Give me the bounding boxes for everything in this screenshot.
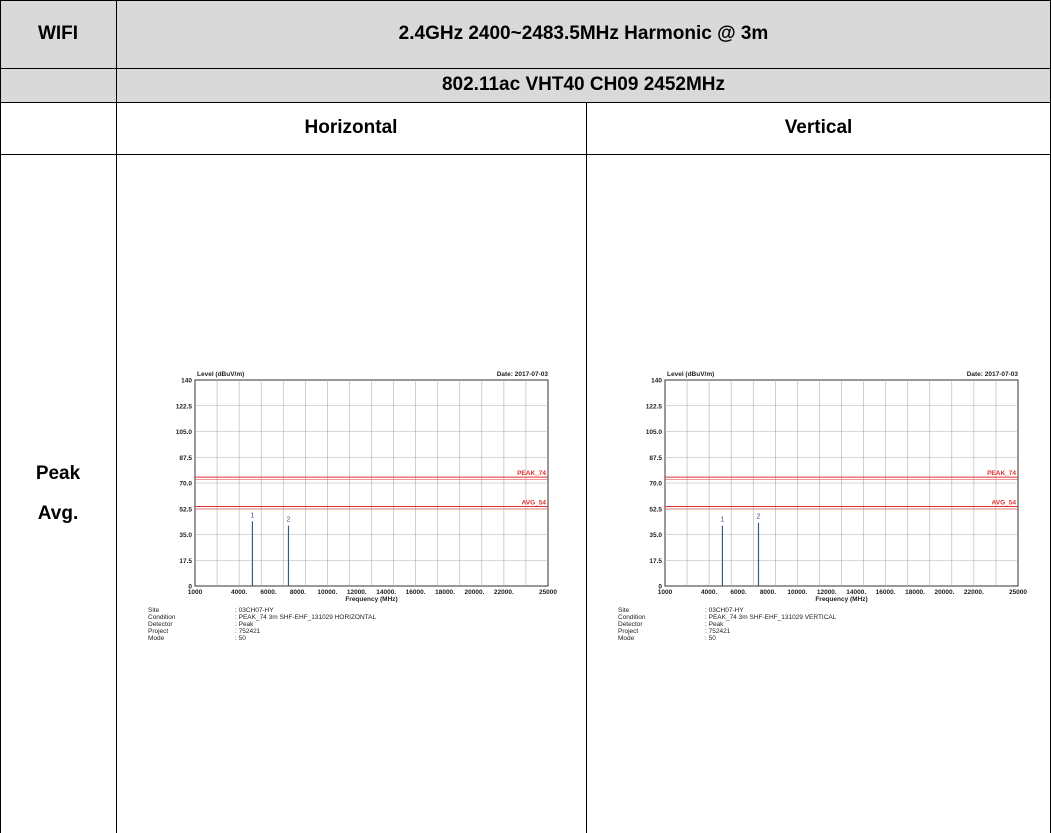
peak-label: Peak [35, 462, 81, 484]
date-label: Date: 2017-07-03 [967, 371, 1019, 378]
x-tick-label: 10000. [317, 589, 337, 596]
info-value: : Peak [235, 621, 254, 628]
x-tick-label: 14000. [376, 589, 396, 596]
info-value: : PEAK_74 3m SHF-EHF_131029 HORIZONTAL [235, 614, 377, 621]
y-tick-label: 0 [188, 584, 192, 591]
info-key: Mode [148, 635, 165, 642]
table-border [0, 102, 1051, 103]
y-tick-label: 122.5 [646, 403, 663, 410]
limit-label: PEAK_74 [517, 470, 546, 477]
x-axis-label: Frequency (MHz) [815, 596, 867, 603]
x-tick-label: 1000 [188, 589, 203, 596]
x-tick-label: 8000. [290, 589, 306, 596]
info-value: : PEAK_74 3m SHF-EHF_131029 VERTICAL [705, 614, 837, 621]
limit-label: PEAK_74 [987, 470, 1016, 477]
marker-label: 1 [250, 512, 254, 519]
info-value: : 50 [235, 635, 246, 642]
y-tick-label: 87.5 [179, 455, 192, 462]
y-tick-label: 52.5 [649, 506, 662, 513]
info-key: Condition [148, 614, 176, 621]
info-value: : Peak [705, 621, 724, 628]
x-tick-label: 20000. [935, 589, 955, 596]
x-tick-label: 6000. [260, 589, 276, 596]
x-tick-label: 22000. [494, 589, 514, 596]
y-axis-label: Level (dBuV/m) [667, 371, 714, 378]
info-key: Site [148, 607, 160, 614]
x-tick-label: 12000. [347, 589, 367, 596]
y-tick-label: 52.5 [179, 506, 192, 513]
y-tick-label: 0 [658, 584, 662, 591]
y-axis-label: Level (dBuV/m) [197, 371, 244, 378]
table-border [586, 102, 587, 833]
x-tick-label: 16000. [406, 589, 426, 596]
x-tick-label: 1000 [658, 589, 673, 596]
info-key: Project [148, 628, 168, 635]
y-tick-label: 140 [181, 378, 192, 385]
band-title: 2.4GHz 2400~2483.5MHz Harmonic @ 3m [116, 0, 1051, 68]
marker-label: 1 [720, 517, 724, 524]
table-border [0, 154, 1051, 155]
y-tick-label: 35.0 [179, 532, 192, 539]
table-border [116, 0, 117, 833]
y-tick-label: 35.0 [649, 532, 662, 539]
y-tick-label: 140 [651, 378, 662, 385]
x-tick-label: 8000. [760, 589, 776, 596]
row2-empty-cell [0, 68, 116, 102]
info-key: Site [618, 607, 630, 614]
limit-label: AVG_54 [522, 500, 547, 507]
wifi-label: WIFI [0, 0, 116, 68]
x-tick-label: 22000. [964, 589, 984, 596]
table-border [0, 0, 1, 833]
x-tick-label: 20000. [465, 589, 485, 596]
info-key: Project [618, 628, 638, 635]
marker-label: 2 [287, 517, 291, 524]
limit-label: AVG_54 [992, 500, 1017, 507]
x-tick-label: 6000. [730, 589, 746, 596]
vertical-heading: Vertical [784, 117, 853, 138]
y-tick-label: 105.0 [176, 429, 193, 436]
info-value: : 03CH07-HY [235, 607, 274, 614]
info-key: Detector [148, 621, 173, 628]
info-value: : 752421 [705, 628, 731, 635]
info-key: Mode [618, 635, 635, 642]
x-tick-label: 4000. [231, 589, 247, 596]
x-tick-label: 4000. [701, 589, 717, 596]
y-tick-label: 17.5 [179, 558, 192, 565]
x-tick-label: 18000. [435, 589, 455, 596]
detector-label: Peak Avg. [0, 154, 116, 833]
info-value: : 752421 [235, 628, 261, 635]
date-label: Date: 2017-07-03 [497, 371, 549, 378]
y-tick-label: 17.5 [649, 558, 662, 565]
info-value: : 50 [705, 635, 716, 642]
y-tick-label: 70.0 [179, 481, 192, 488]
table-border [0, 0, 1051, 1]
horizontal-heading: Horizontal [304, 117, 398, 138]
y-tick-label: 122.5 [176, 403, 193, 410]
x-tick-label: 10000. [787, 589, 807, 596]
x-tick-label: 25000 [539, 589, 557, 596]
avg-label: Avg. [37, 502, 79, 524]
x-axis-label: Frequency (MHz) [345, 596, 397, 603]
x-tick-label: 25000 [1009, 589, 1027, 596]
info-key: Condition [618, 614, 646, 621]
mode-title: 802.11ac VHT40 CH09 2452MHz [116, 68, 1051, 102]
y-tick-label: 105.0 [646, 429, 663, 436]
marker-label: 2 [757, 514, 761, 521]
info-key: Detector [618, 621, 643, 628]
x-tick-label: 12000. [817, 589, 837, 596]
info-value: : 03CH07-HY [705, 607, 744, 614]
x-tick-label: 18000. [905, 589, 925, 596]
x-tick-label: 16000. [876, 589, 896, 596]
y-tick-label: 70.0 [649, 481, 662, 488]
y-tick-label: 87.5 [649, 455, 662, 462]
table-border [0, 68, 1051, 69]
x-tick-label: 14000. [846, 589, 866, 596]
